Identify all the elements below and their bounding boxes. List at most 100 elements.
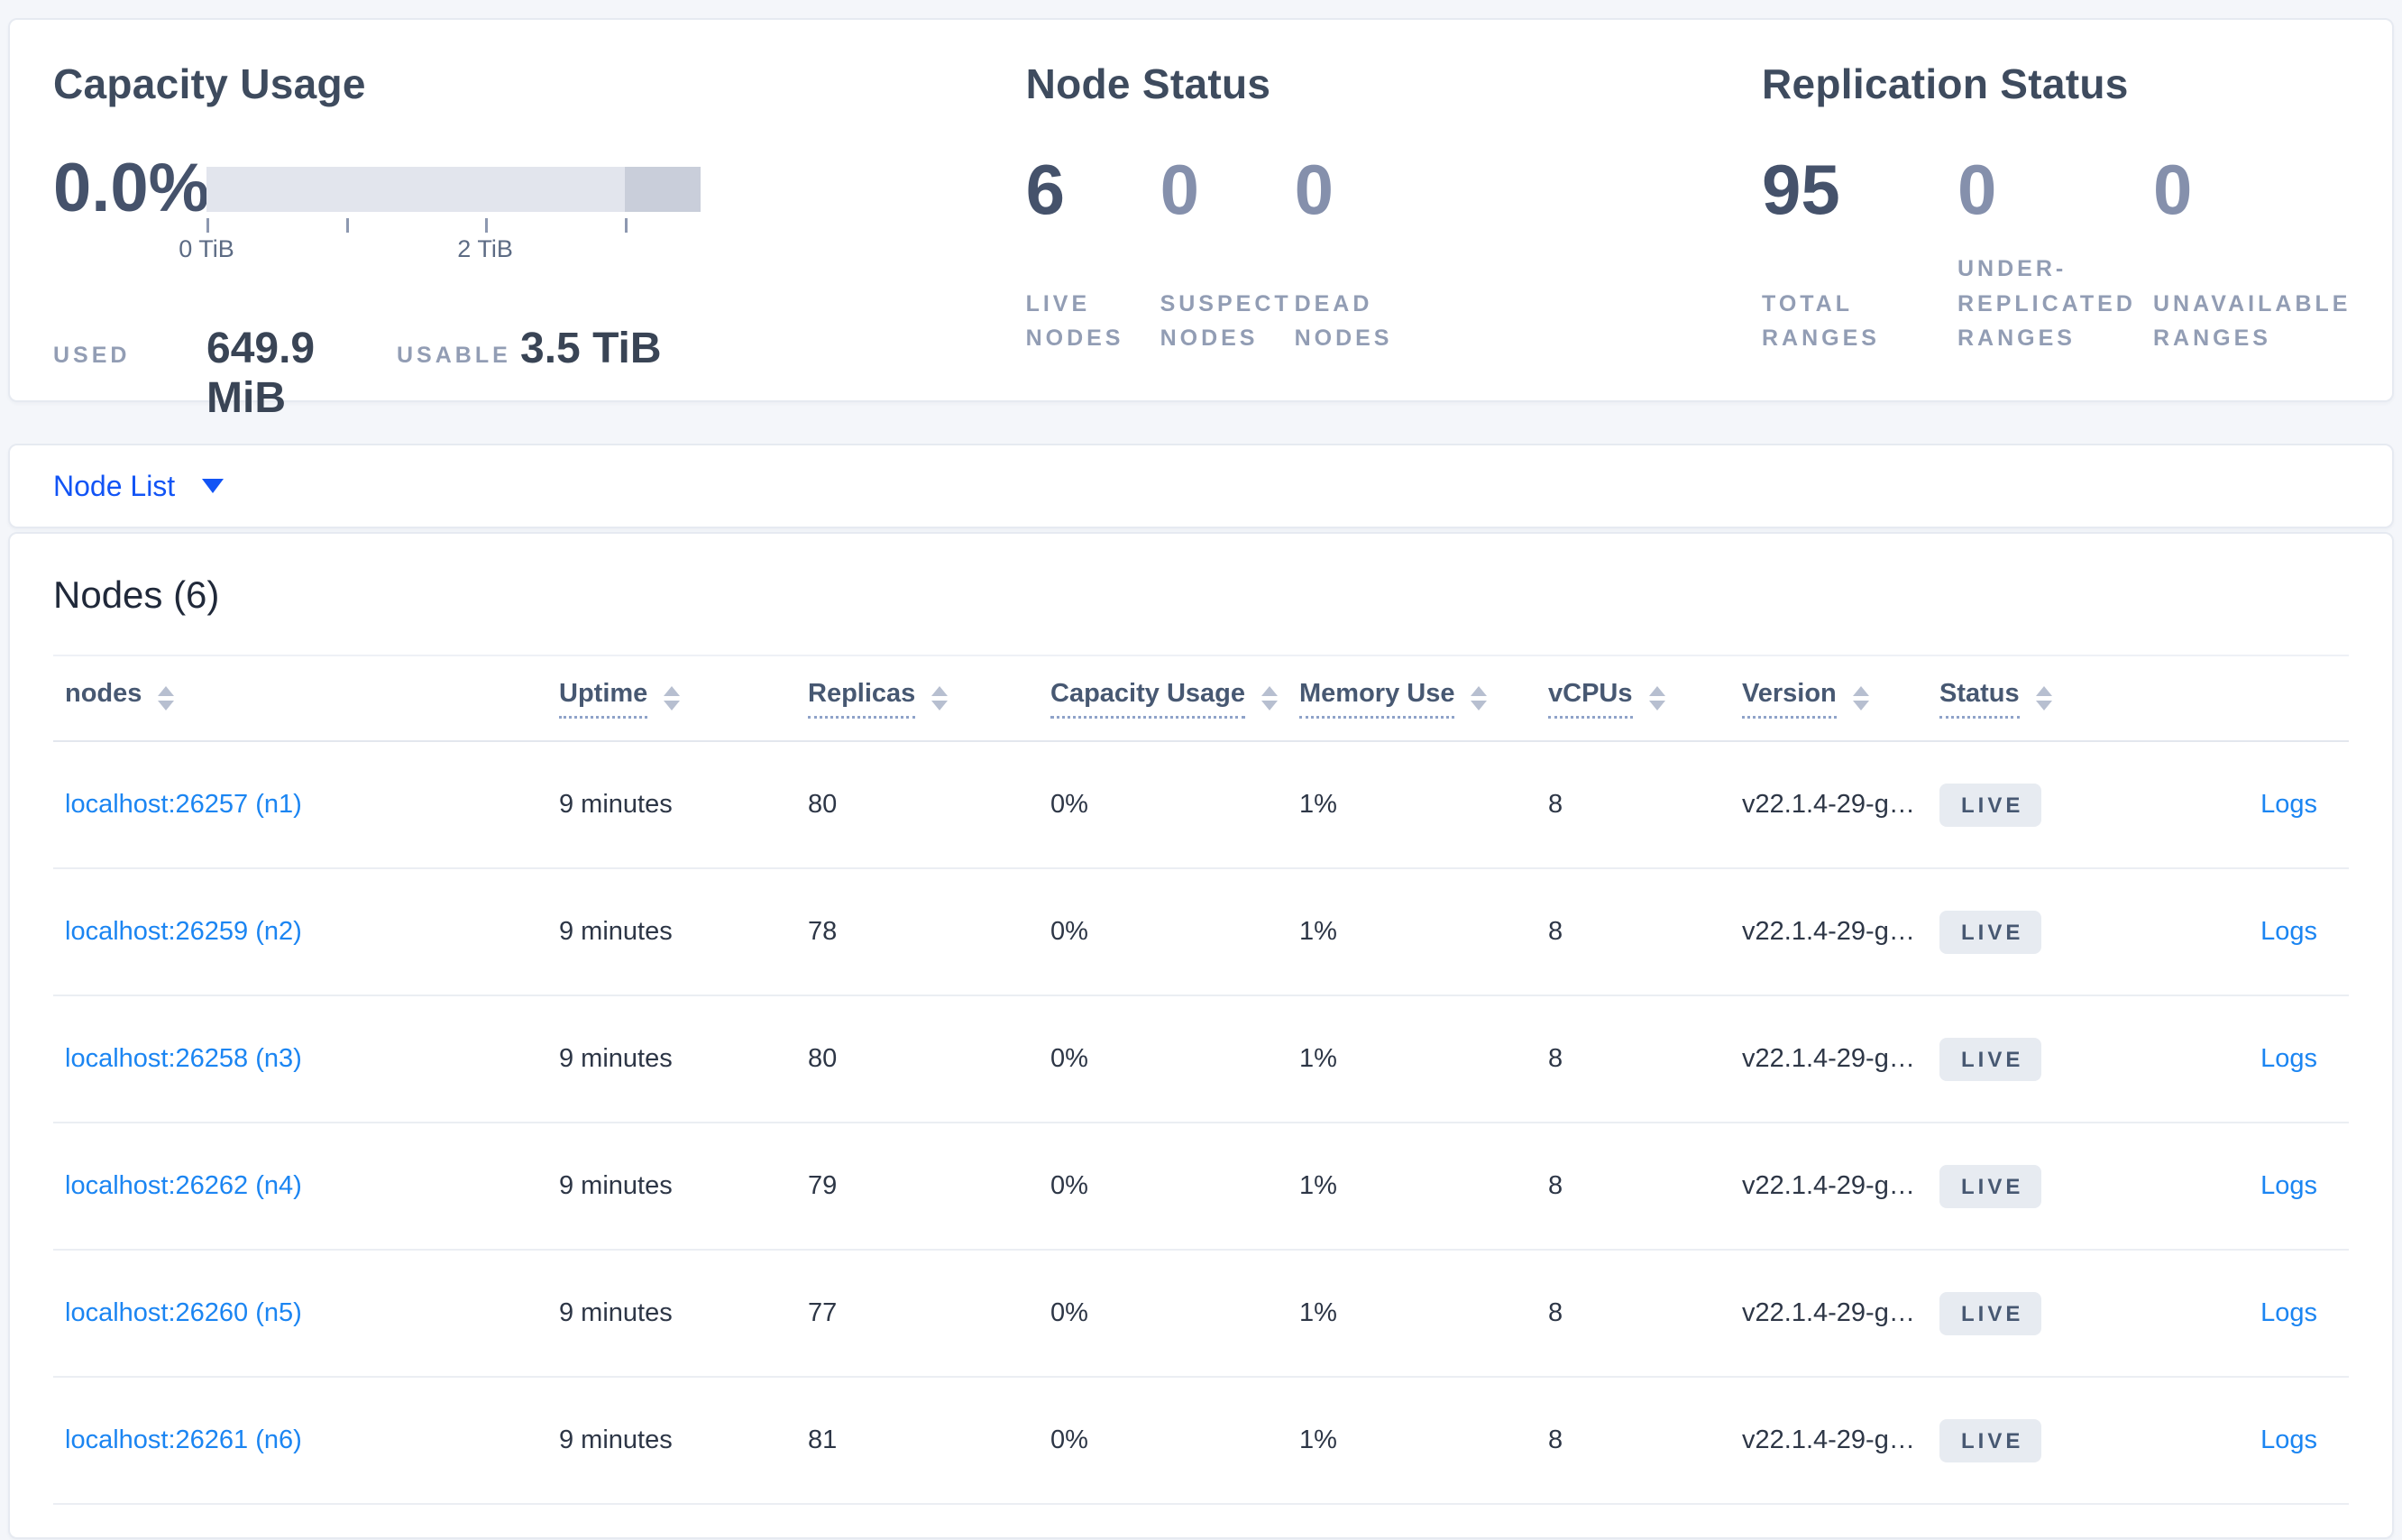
stat-label: LIVE NODES xyxy=(1025,290,1124,352)
status-cell: LIVE xyxy=(1928,1377,2135,1505)
version-cell: v22.1.4-29-g… xyxy=(1730,1250,1928,1378)
vcpus-cell: 8 xyxy=(1536,1123,1730,1251)
axis-tick-label: 2 TiB xyxy=(457,235,513,263)
cluster-summary-card: Capacity Usage 0.0% 0 TiB 2 TiB xyxy=(8,18,2394,422)
status-cell: LIVE xyxy=(1928,868,2135,996)
unavailable-ranges-stat: 0 UNAVAILABLE RANGES xyxy=(2153,154,2347,356)
stat-label: UNDER-REPLICATED RANGES xyxy=(1957,255,2136,352)
uptime-cell: 9 minutes xyxy=(547,1377,796,1505)
vcpus-cell: 8 xyxy=(1536,1377,1730,1505)
logs-cell: Logs xyxy=(2135,868,2349,996)
sort-icon[interactable] xyxy=(1648,685,1665,710)
replicas-cell: 77 xyxy=(796,1250,1039,1378)
status-badge: LIVE xyxy=(1939,910,2042,954)
vcpus-cell: 8 xyxy=(1536,1250,1730,1378)
column-header-nodes[interactable]: nodes xyxy=(53,655,547,742)
chevron-down-icon xyxy=(202,479,225,493)
axis-tick xyxy=(485,218,489,234)
capacity-usage-cell: 0% xyxy=(1039,741,1288,869)
sort-icon[interactable] xyxy=(2035,685,2052,710)
node-list-dropdown[interactable]: Node List xyxy=(53,470,225,503)
column-header-version[interactable]: Version xyxy=(1730,655,1928,742)
node-link[interactable]: localhost:26261 (n6) xyxy=(65,1425,302,1454)
node-link[interactable]: localhost:26259 (n2) xyxy=(65,917,302,946)
sort-icon[interactable] xyxy=(1261,685,1278,710)
status-cell: LIVE xyxy=(1928,741,2135,869)
logs-link[interactable]: Logs xyxy=(2260,1171,2317,1200)
logs-link[interactable]: Logs xyxy=(2260,790,2317,819)
status-cell: LIVE xyxy=(1928,1250,2135,1378)
view-selector-bar: Node List xyxy=(8,444,2394,528)
capacity-usage-cell: 0% xyxy=(1039,1123,1288,1251)
logs-link[interactable]: Logs xyxy=(2260,917,2317,946)
status-badge: LIVE xyxy=(1939,1291,2042,1335)
sort-icon[interactable] xyxy=(1471,685,1488,710)
column-header-replicas[interactable]: Replicas xyxy=(796,655,1039,742)
memory-use-cell: 1% xyxy=(1288,995,1536,1123)
uptime-cell: 9 minutes xyxy=(547,1123,796,1251)
node-cell: localhost:26260 (n5) xyxy=(53,1250,547,1378)
replication-status-title: Replication Status xyxy=(1762,60,2129,107)
logs-link[interactable]: Logs xyxy=(2260,1298,2317,1327)
vcpus-cell: 8 xyxy=(1536,868,1730,996)
capacity-usage-cell: 0% xyxy=(1039,1377,1288,1505)
usable-value: 3.5 TiB xyxy=(520,325,662,373)
node-link[interactable]: localhost:26260 (n5) xyxy=(65,1298,302,1327)
node-cell: localhost:26258 (n3) xyxy=(53,995,547,1123)
stat-value: 0 xyxy=(1160,150,1199,230)
nodes-table: nodes Uptime Replicas Capacity Usage Memory … xyxy=(53,655,2349,1505)
sort-icon[interactable] xyxy=(158,685,175,710)
stat-value: 6 xyxy=(1025,150,1065,230)
table-row: localhost:26259 (n2) 9 minutes 78 0% 1% … xyxy=(53,868,2349,996)
column-header-uptime[interactable]: Uptime xyxy=(547,655,796,742)
node-cell: localhost:26259 (n2) xyxy=(53,868,547,996)
uptime-cell: 9 minutes xyxy=(547,868,796,996)
sort-icon[interactable] xyxy=(1852,685,1869,710)
column-header-capacity-usage[interactable]: Capacity Usage xyxy=(1039,655,1288,742)
column-header-memory-use[interactable]: Memory Use xyxy=(1288,655,1536,742)
logs-link[interactable]: Logs xyxy=(2260,1044,2317,1073)
stat-label: DEAD NODES xyxy=(1294,290,1393,352)
stat-label: SUSPECT NODES xyxy=(1160,290,1292,352)
memory-use-cell: 1% xyxy=(1288,868,1536,996)
capacity-usage-cell: 0% xyxy=(1039,868,1288,996)
memory-use-cell: 1% xyxy=(1288,741,1536,869)
column-header-status[interactable]: Status xyxy=(1928,655,2135,742)
node-cell: localhost:26261 (n6) xyxy=(53,1377,547,1505)
node-link[interactable]: localhost:26258 (n3) xyxy=(65,1044,302,1073)
status-cell: LIVE xyxy=(1928,995,2135,1123)
column-header-vcpus[interactable]: vCPUs xyxy=(1536,655,1730,742)
vcpus-cell: 8 xyxy=(1536,995,1730,1123)
axis-tick xyxy=(206,218,209,234)
column-label: nodes xyxy=(65,678,142,708)
used-label: USED xyxy=(53,343,131,369)
version-cell: v22.1.4-29-g… xyxy=(1730,1123,1928,1251)
status-badge: LIVE xyxy=(1939,1037,2042,1081)
node-link[interactable]: localhost:26257 (n1) xyxy=(65,790,302,819)
axis-tick xyxy=(345,218,349,234)
node-cell: localhost:26262 (n4) xyxy=(53,1123,547,1251)
uptime-cell: 9 minutes xyxy=(547,1250,796,1378)
replicas-cell: 80 xyxy=(796,995,1039,1123)
table-row: localhost:26257 (n1) 9 minutes 80 0% 1% … xyxy=(53,741,2349,869)
replicas-cell: 78 xyxy=(796,868,1039,996)
capacity-percent: 0.0% xyxy=(53,150,210,227)
replicas-cell: 79 xyxy=(796,1123,1039,1251)
capacity-used-usable-row: USED 649.9 MiB USABLE 3.5 TiB xyxy=(53,324,1026,423)
column-label: Capacity Usage xyxy=(1050,679,1245,719)
sort-icon[interactable] xyxy=(931,685,949,710)
capacity-bar-dark-segment xyxy=(624,167,701,213)
logs-link[interactable]: Logs xyxy=(2260,1425,2317,1454)
replicas-cell: 80 xyxy=(796,741,1039,869)
stat-value: 0 xyxy=(1294,150,1334,230)
total-ranges-stat: 95 TOTAL RANGES xyxy=(1762,154,1940,356)
column-header-logs-spacer xyxy=(2135,655,2349,742)
sort-icon[interactable] xyxy=(664,685,681,710)
capacity-usage-cell: 0% xyxy=(1039,1250,1288,1378)
version-cell: v22.1.4-29-g… xyxy=(1730,868,1928,996)
column-label: Memory Use xyxy=(1299,679,1455,719)
version-cell: v22.1.4-29-g… xyxy=(1730,995,1928,1123)
table-row: localhost:26260 (n5) 9 minutes 77 0% 1% … xyxy=(53,1250,2349,1378)
node-link[interactable]: localhost:26262 (n4) xyxy=(65,1171,302,1200)
under-replicated-ranges-stat: 0 UNDER-REPLICATED RANGES xyxy=(1957,154,2136,356)
